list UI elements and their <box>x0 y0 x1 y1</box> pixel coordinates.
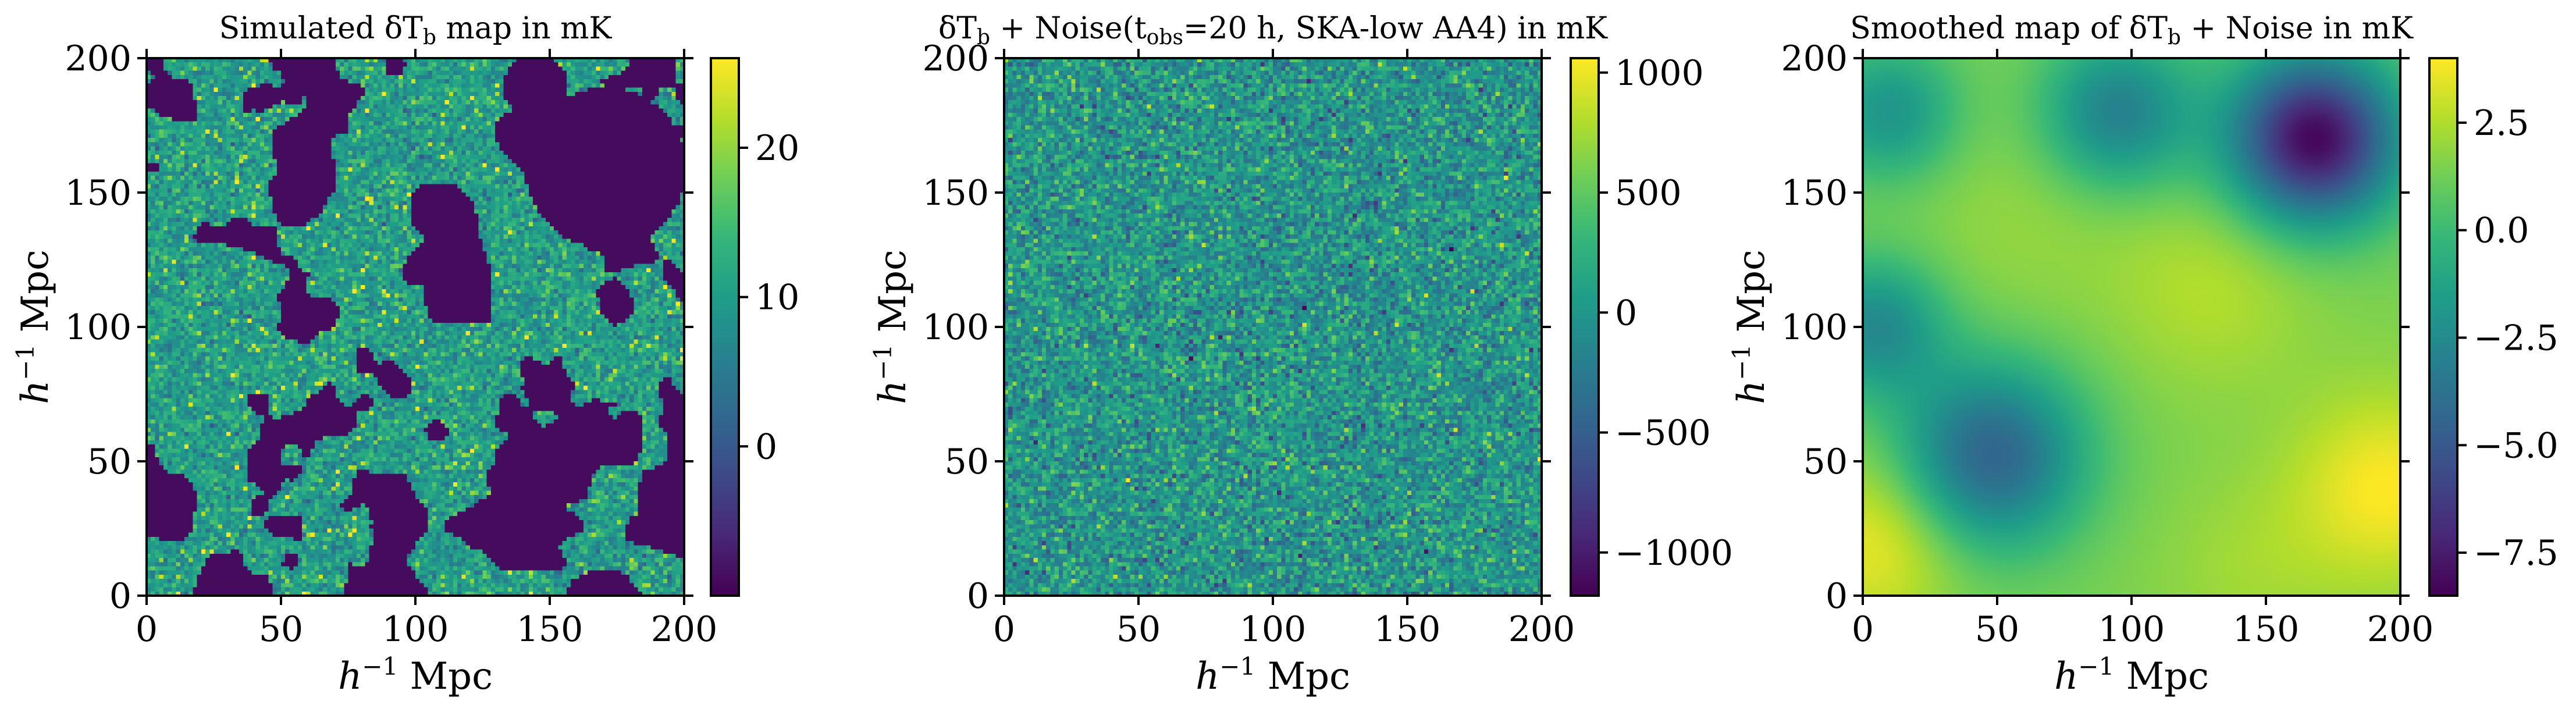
colorbar-tick-label: −7.5 <box>2474 533 2559 574</box>
x-tick-label: 50 <box>1116 609 1161 650</box>
colorbar-tick-label: 2.5 <box>2474 103 2529 144</box>
x-tick-label: 0 <box>136 609 158 650</box>
y-tick-label: 100 <box>65 307 131 348</box>
colorbar-frame <box>1570 57 1600 597</box>
colorbar-tick-label: 0 <box>1615 293 1637 333</box>
y-tick-label: 200 <box>1781 38 1848 79</box>
y-axis-label: h−1 Mpc <box>11 250 57 404</box>
y-tick-label: 0 <box>967 576 989 617</box>
x-tick-label: 50 <box>1975 609 2019 650</box>
colorbar-tick-label: −2.5 <box>2474 318 2559 358</box>
x-axis-label: h−1 Mpc <box>1196 652 1350 698</box>
colorbar-tick-label: 20 <box>755 128 799 169</box>
colorbar-tick-label: −5.0 <box>2474 425 2559 466</box>
x-tick-label: 0 <box>993 609 1015 650</box>
x-tick-label: 100 <box>382 609 449 650</box>
panel-title: δTb + Noise(tobs=20 h, SKA-low AA4) in m… <box>938 11 1608 49</box>
y-tick-label: 50 <box>945 442 989 482</box>
x-tick-label: 150 <box>1374 609 1441 650</box>
colorbar-tick-label: 0 <box>755 426 777 467</box>
colorbar-gradient <box>1571 58 1599 596</box>
x-tick-label: 200 <box>651 609 718 650</box>
colorbar-tick-label: 0.0 <box>2474 211 2529 251</box>
heatmap-image <box>1863 58 2400 596</box>
y-tick-label: 50 <box>1803 442 1848 482</box>
colorbar-gradient <box>2429 58 2457 596</box>
colorbar-tick-label: 1000 <box>1615 53 1704 94</box>
y-tick-label: 0 <box>1826 576 1848 617</box>
x-tick-label: 50 <box>259 609 303 650</box>
panel-title: Smoothed map of δTb + Noise in mK <box>1850 11 2414 49</box>
y-tick-label: 150 <box>922 173 989 213</box>
colorbar-tick-label: 500 <box>1615 173 1682 213</box>
x-tick-label: 200 <box>1508 609 1575 650</box>
y-axis-label: h−1 Mpc <box>1727 250 1773 404</box>
x-axis-label: h−1 Mpc <box>338 652 493 698</box>
y-tick-label: 0 <box>109 576 131 617</box>
y-tick-label: 150 <box>65 173 131 213</box>
heatmap-image <box>147 58 684 596</box>
y-tick-label: 100 <box>922 307 989 348</box>
panel-title: Simulated δTb map in mK <box>219 11 613 49</box>
y-tick-label: 50 <box>87 442 131 482</box>
y-tick-label: 150 <box>1781 173 1848 213</box>
colorbar-frame <box>710 57 740 597</box>
heatmap-image <box>1004 58 1542 596</box>
y-tick-label: 200 <box>922 38 989 79</box>
y-tick-label: 100 <box>1781 307 1848 348</box>
x-tick-label: 150 <box>517 609 583 650</box>
x-tick-label: 200 <box>2367 609 2434 650</box>
y-axis-label: h−1 Mpc <box>869 250 915 404</box>
colorbar-tick-label: −500 <box>1615 413 1711 454</box>
x-tick-label: 150 <box>2233 609 2300 650</box>
x-axis-label: h−1 Mpc <box>2054 652 2209 698</box>
colorbar-tick-label: 10 <box>755 277 799 318</box>
x-tick-label: 100 <box>1240 609 1307 650</box>
colorbar-frame <box>2428 57 2458 597</box>
colorbar-tick-label: −1000 <box>1615 533 1733 574</box>
colorbar-gradient <box>711 58 739 596</box>
x-tick-label: 100 <box>2098 609 2165 650</box>
y-tick-label: 200 <box>65 38 131 79</box>
x-tick-label: 0 <box>1852 609 1874 650</box>
